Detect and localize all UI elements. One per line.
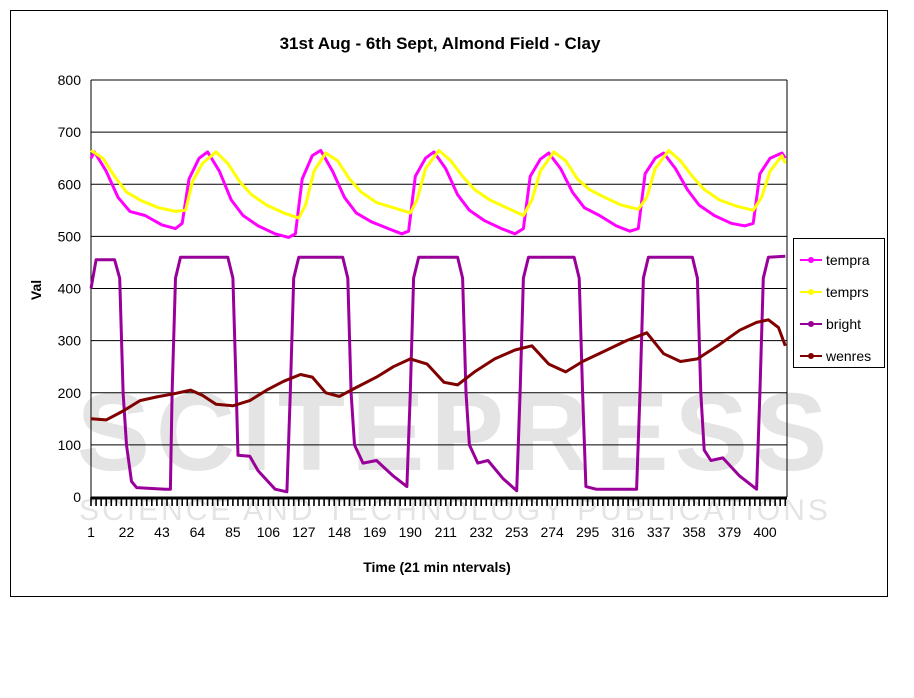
legend-label-bright: bright: [826, 316, 861, 332]
x-tick-label: 337: [647, 524, 671, 540]
x-tick-label: 253: [505, 524, 529, 540]
legend-marker-temprs: [808, 289, 814, 295]
x-tick-label: 190: [399, 524, 423, 540]
series-line-tempra: [89, 148, 787, 239]
y-tick-label: 400: [58, 281, 82, 297]
x-tick-label: 85: [225, 524, 241, 540]
x-axis-label: Time (21 min ntervals): [363, 559, 511, 575]
x-tick-label: 295: [576, 524, 600, 540]
x-tick-label: 316: [611, 524, 635, 540]
y-tick-label: 0: [73, 489, 81, 505]
chart-title: 31st Aug - 6th Sept, Almond Field - Clay: [280, 34, 601, 53]
y-axis-label: Val: [28, 280, 44, 300]
x-tick-label: 358: [682, 524, 706, 540]
x-tick-label: 64: [190, 524, 206, 540]
y-tick-label: 500: [58, 228, 82, 244]
y-tick-label: 700: [58, 124, 82, 140]
x-tick-label: 274: [540, 524, 564, 540]
x-tick-label: 127: [292, 524, 316, 540]
x-tick-label: 379: [718, 524, 742, 540]
x-tick-label: 148: [328, 524, 352, 540]
x-tick-label: 232: [470, 524, 494, 540]
series-line-wenres: [90, 318, 787, 422]
series-line-temprs: [90, 148, 787, 220]
x-tick-label: 211: [435, 524, 458, 540]
x-tick-label: 43: [154, 524, 170, 540]
y-tick-label: 800: [58, 72, 82, 88]
legend-label-tempra: tempra: [826, 252, 870, 268]
x-tick-label: 400: [753, 524, 777, 540]
y-tick-label: 600: [58, 176, 82, 192]
legend-marker-wenres: [808, 353, 814, 359]
x-tick-label: 169: [363, 524, 387, 540]
legend-marker-tempra: [808, 257, 814, 263]
series-line-bright: [89, 254, 786, 494]
legend-label-wenres: wenres: [825, 348, 871, 364]
x-tick-label: 106: [257, 524, 281, 540]
legend: tempra temprs bright wenres: [793, 238, 885, 368]
y-tick-label: 100: [58, 437, 82, 453]
x-tick-label: 1: [87, 524, 95, 540]
legend-label-temprs: temprs: [826, 284, 869, 300]
x-tick-label: 22: [119, 524, 135, 540]
y-tick-label: 300: [58, 333, 82, 349]
y-tick-label: 200: [58, 385, 82, 401]
legend-marker-bright: [808, 321, 814, 327]
